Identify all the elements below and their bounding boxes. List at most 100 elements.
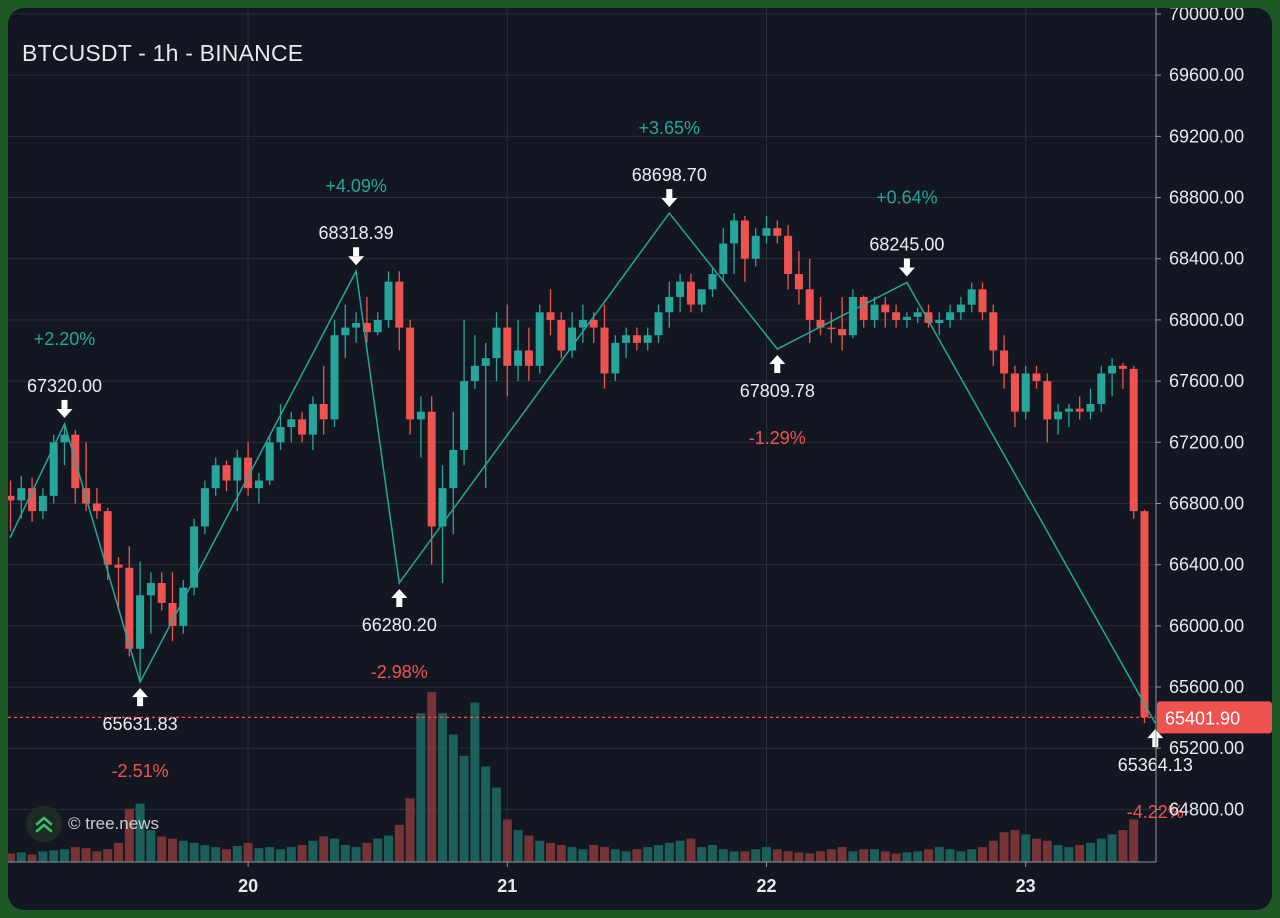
- volume-bar: [427, 692, 437, 862]
- volume-bar: [675, 840, 685, 862]
- price-tick-label: 64800.00: [1169, 799, 1244, 819]
- volume-bar: [870, 849, 879, 862]
- candle-body: [578, 319, 587, 328]
- pivot-change-label: -4.22%: [1127, 802, 1184, 822]
- volume-bar: [999, 832, 1009, 862]
- candle-body: [38, 495, 47, 512]
- candle-body: [524, 350, 533, 366]
- candle-body: [1075, 408, 1084, 412]
- volume-bar: [276, 849, 285, 862]
- volume-bar: [740, 851, 750, 862]
- candle-body: [60, 434, 69, 443]
- candle-body: [330, 335, 339, 420]
- candle-body: [600, 327, 609, 374]
- pivot-change-label: -2.51%: [112, 761, 169, 781]
- candle-body: [146, 583, 155, 596]
- candle-body: [1000, 350, 1009, 374]
- candle-body: [179, 587, 188, 626]
- volume-bar: [967, 849, 977, 862]
- volume-bar: [535, 840, 545, 862]
- volume-bar: [546, 842, 555, 862]
- candle-body: [989, 312, 998, 351]
- volume-bar: [978, 847, 987, 862]
- volume-bar: [837, 847, 847, 862]
- candle-body: [352, 322, 361, 328]
- volume-bar: [330, 838, 339, 862]
- candle-body: [503, 327, 512, 366]
- candle-body: [1129, 368, 1138, 512]
- pivot-change-label: +3.65%: [639, 118, 701, 138]
- volume-bar: [146, 830, 156, 862]
- volume-bar: [319, 836, 329, 862]
- volume-bar: [794, 852, 804, 862]
- candle-body: [892, 312, 901, 320]
- volume-bar: [945, 849, 955, 862]
- candle-body: [557, 319, 566, 351]
- volume-bar: [211, 847, 221, 862]
- chart-panel: 67320.00 +2.20% 65631.83 -2.51% 68318.39 +4.0…: [8, 8, 1272, 910]
- candle-body: [762, 228, 771, 236]
- volume-bar: [38, 851, 48, 862]
- candle-body: [1032, 373, 1041, 382]
- volume-bar: [654, 845, 663, 862]
- volume-bar: [934, 847, 944, 862]
- volume-bar: [697, 847, 707, 862]
- candle-body: [546, 312, 555, 320]
- candle-body: [740, 220, 749, 259]
- pivot-change-label: +0.64%: [876, 187, 938, 207]
- volume-bar: [1075, 845, 1085, 862]
- candle-body: [373, 319, 382, 333]
- candle-body: [708, 274, 717, 290]
- volume-bar: [189, 842, 199, 862]
- volume-bar: [124, 808, 134, 862]
- pivot-low-arrow-icon: [132, 688, 149, 707]
- candle-body: [103, 511, 112, 565]
- time-tick-label: 23: [1016, 876, 1036, 896]
- volume-bar: [610, 849, 620, 862]
- volume-bar: [308, 840, 318, 862]
- candle-body: [438, 488, 447, 527]
- time-tick-label: 22: [756, 876, 776, 896]
- candle-body: [341, 327, 350, 336]
- pivot-price-label: 68318.39: [319, 223, 394, 243]
- candlestick-chart[interactable]: 67320.00 +2.20% 65631.83 -2.51% 68318.39 +4.0…: [8, 8, 1272, 910]
- candle-body: [967, 289, 976, 305]
- candle-body: [427, 411, 436, 527]
- candle-body: [730, 220, 739, 244]
- pivot-high-arrow-icon: [898, 258, 915, 277]
- volume-bar: [578, 849, 588, 862]
- candle-body: [784, 235, 793, 275]
- last-price-badge: [1157, 701, 1272, 734]
- volume-bar: [373, 838, 383, 862]
- candle-body: [794, 274, 803, 290]
- candle-body: [838, 329, 847, 336]
- volume-bar: [243, 842, 253, 862]
- candle-body: [751, 235, 760, 259]
- volume-bar: [924, 849, 933, 862]
- volume-bar: [135, 803, 145, 862]
- candle-body: [924, 312, 933, 323]
- candle-body: [298, 419, 307, 435]
- volume-bar: [556, 845, 566, 862]
- volume-bar: [589, 845, 599, 862]
- volume-bar: [8, 853, 15, 862]
- candle-body: [222, 465, 231, 481]
- volume-bar: [384, 835, 393, 862]
- candle-body: [319, 404, 328, 420]
- volume-bar: [751, 849, 761, 862]
- volume-bar: [49, 850, 59, 862]
- candle-body: [287, 419, 296, 427]
- volume-bar: [340, 845, 350, 862]
- volume-bar: [783, 851, 793, 862]
- candle-body: [859, 296, 868, 320]
- candle-body: [49, 442, 58, 496]
- price-tick-label: 68800.00: [1169, 188, 1244, 208]
- volume-bar: [265, 847, 275, 862]
- volume-bar: [826, 849, 836, 862]
- volume-bar: [567, 847, 577, 862]
- candle-body: [697, 289, 706, 305]
- candle-body: [1064, 408, 1073, 412]
- candle-body: [956, 304, 965, 313]
- candle-body: [946, 312, 955, 320]
- candle-body: [265, 442, 274, 481]
